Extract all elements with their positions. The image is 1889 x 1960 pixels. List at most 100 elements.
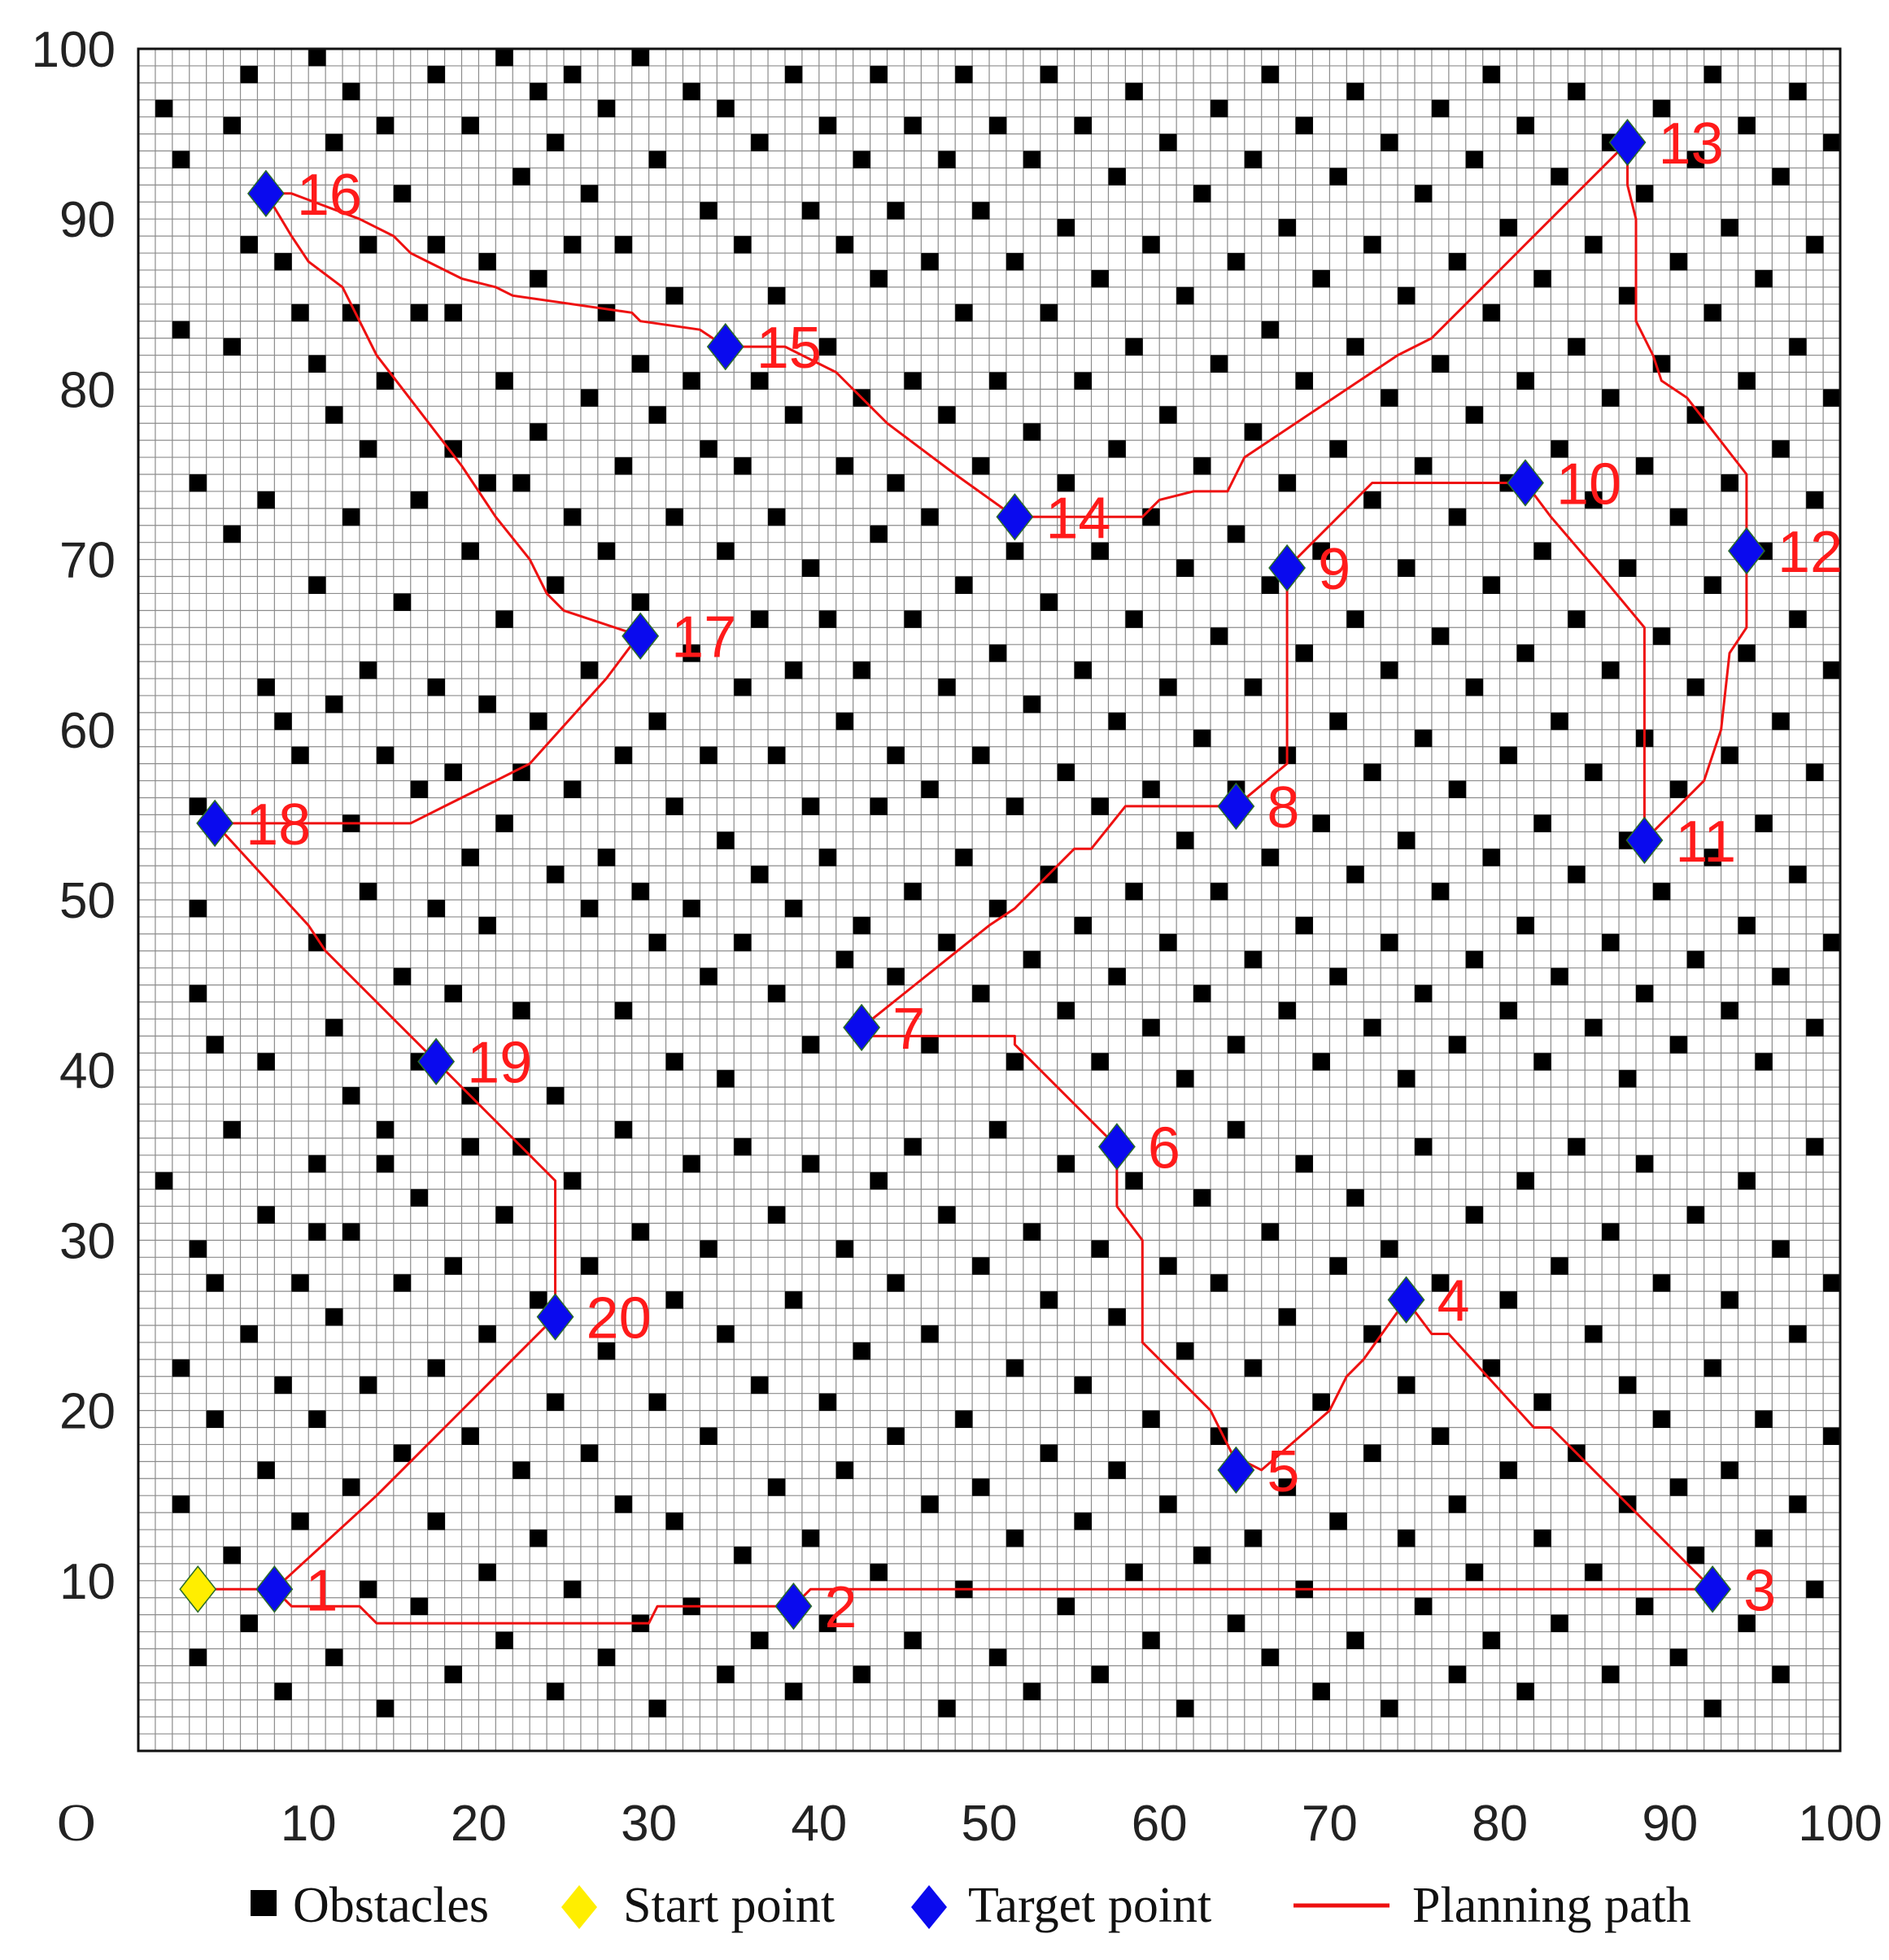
waypoint-marker-17	[622, 612, 660, 660]
obstacle-cell	[1551, 1614, 1568, 1633]
obstacle-cell	[1006, 253, 1024, 271]
obstacle-cell	[1431, 99, 1450, 118]
waypoint-label-10: 10	[1556, 452, 1621, 517]
obstacle-cell	[1244, 1530, 1263, 1547]
obstacle-cell	[427, 679, 446, 696]
obstacle-cell	[614, 746, 633, 765]
obstacle-cell	[818, 1614, 837, 1633]
obstacle-cell	[1125, 1172, 1143, 1190]
obstacle-cell	[1568, 82, 1586, 101]
obstacle-cell	[155, 1172, 173, 1190]
obstacle-cell	[614, 236, 633, 254]
obstacle-cell	[1806, 1019, 1824, 1037]
obstacle-cell	[1363, 1325, 1381, 1343]
obstacle-cell	[1669, 508, 1688, 526]
obstacle-cell	[359, 440, 377, 458]
obstacle-cell	[835, 1240, 854, 1258]
waypoint-marker-12	[1727, 526, 1765, 575]
obstacle-cell	[734, 1137, 752, 1156]
obstacle-cell	[1363, 1444, 1381, 1462]
obstacle-cell	[1551, 440, 1568, 458]
obstacle-cell	[547, 1683, 565, 1700]
obstacle-cell	[478, 916, 496, 935]
obstacle-cell	[665, 1513, 683, 1530]
obstacle-cell	[1227, 525, 1246, 543]
obstacle-cell	[784, 661, 803, 679]
obstacle-cell	[665, 1053, 683, 1071]
obstacle-cell	[1108, 168, 1126, 186]
obstacle-cell	[495, 49, 513, 67]
obstacle-cell	[853, 151, 871, 168]
obstacle-cell	[1295, 116, 1313, 135]
obstacle-cell	[648, 406, 667, 424]
obstacle-cell	[1619, 1070, 1637, 1088]
legend-target-marker	[911, 1885, 947, 1929]
obstacle-cell	[1516, 116, 1534, 135]
obstacle-cell	[1789, 1495, 1807, 1513]
obstacle-cell	[580, 389, 599, 407]
obstacle-cell	[1415, 1137, 1433, 1156]
obstacle-cell	[1669, 1478, 1688, 1496]
obstacle-cell	[1057, 219, 1075, 237]
obstacle-cell	[206, 1274, 225, 1292]
obstacle-cell	[1363, 763, 1381, 782]
waypoint-label-4: 4	[1437, 1269, 1470, 1334]
obstacle-cell	[1159, 679, 1177, 696]
obstacle-cell	[683, 644, 700, 662]
obstacle-cell	[1244, 151, 1263, 168]
obstacle-cell	[1585, 1019, 1603, 1037]
obstacle-cell	[1244, 1359, 1263, 1377]
obstacle-cell	[444, 440, 462, 458]
obstacle-cell	[1431, 1427, 1450, 1445]
obstacle-cell	[495, 1631, 513, 1649]
obstacle-cell	[665, 1291, 683, 1309]
obstacle-cell	[1738, 116, 1756, 135]
obstacle-cell	[904, 1137, 922, 1156]
waypoint-label-14: 14	[1045, 486, 1110, 551]
obstacle-cell	[342, 82, 360, 101]
plot-frame	[137, 47, 1842, 1753]
start-point-marker	[179, 1565, 217, 1613]
obstacle-cell	[1074, 1513, 1093, 1530]
obstacle-cell	[784, 1291, 803, 1309]
obstacle-cell	[938, 151, 956, 168]
obstacle-cell	[1398, 1530, 1416, 1547]
obstacle-cell	[887, 1427, 905, 1445]
obstacle-cell	[1465, 1206, 1484, 1224]
obstacle-cell	[648, 1700, 667, 1718]
obstacle-cell	[989, 1120, 1007, 1139]
obstacle-cell	[1619, 286, 1637, 305]
obstacle-cell	[921, 780, 939, 798]
obstacle-cell	[444, 763, 462, 782]
waypoint-marker-11	[1625, 816, 1664, 864]
obstacle-cell	[1006, 542, 1024, 561]
obstacle-cell	[1652, 1410, 1671, 1429]
obstacle-cell	[1721, 474, 1738, 492]
waypoint-label-12: 12	[1778, 520, 1843, 585]
obstacle-cell	[1789, 610, 1807, 628]
waypoint-marker-14	[996, 493, 1034, 541]
obstacle-cell	[1704, 576, 1722, 594]
obstacle-cell	[648, 151, 667, 168]
obstacle-cell	[1551, 712, 1568, 731]
obstacle-cell	[1652, 883, 1671, 901]
obstacle-cell	[1312, 542, 1330, 561]
obstacle-cell	[1755, 814, 1773, 832]
obstacle-cell	[1244, 679, 1263, 696]
obstacle-cell	[1602, 1665, 1620, 1683]
obstacle-cell	[1482, 1631, 1501, 1649]
obstacle-cell	[665, 286, 683, 305]
obstacle-cell	[597, 849, 616, 867]
obstacle-cell	[1415, 457, 1433, 475]
obstacle-cell	[665, 797, 683, 815]
waypoint-marker-15	[706, 322, 744, 371]
obstacle-cell	[1278, 1478, 1297, 1496]
obstacle-cell	[1551, 1257, 1568, 1275]
obstacle-cell	[1516, 1172, 1534, 1190]
obstacle-cell	[189, 1648, 207, 1666]
obstacle-cell	[1363, 1019, 1381, 1037]
obstacle-cell	[1516, 1683, 1534, 1700]
obstacle-cell	[1381, 933, 1398, 952]
obstacle-cell	[325, 1308, 343, 1326]
obstacle-cell	[444, 1257, 462, 1275]
